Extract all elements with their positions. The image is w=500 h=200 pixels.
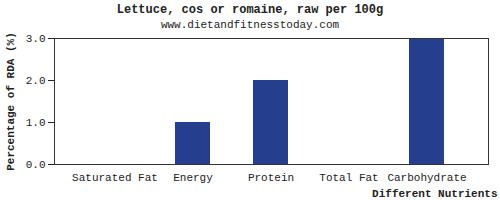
html-text:www.dietandfitnesstoday.com: www.dietandfitnesstoday.com [160,19,340,31]
svg-text:1.0: 1.0 [26,117,46,129]
svg-text:Saturated Fat: Saturated Fat [72,172,158,184]
svg-text:2.0: 2.0 [26,75,46,87]
svg-text:3.0: 3.0 [26,33,46,45]
svg-text:Protein: Protein [248,172,294,184]
html-text:Lettuce, cos or romaine, raw p: Lettuce, cos or romaine, raw per 100g [116,3,384,17]
svg-text:Energy: Energy [173,172,213,184]
svg-text:Total Fat: Total Fat [319,172,378,184]
svg-text:Percentage of RDA (%): Percentage of RDA (%) [5,32,17,171]
svg-text:Carbohydrate: Carbohydrate [387,172,466,184]
svg-text:0.0: 0.0 [26,159,46,171]
svg-text:Different Nutrients: Different Nutrients [372,188,497,200]
